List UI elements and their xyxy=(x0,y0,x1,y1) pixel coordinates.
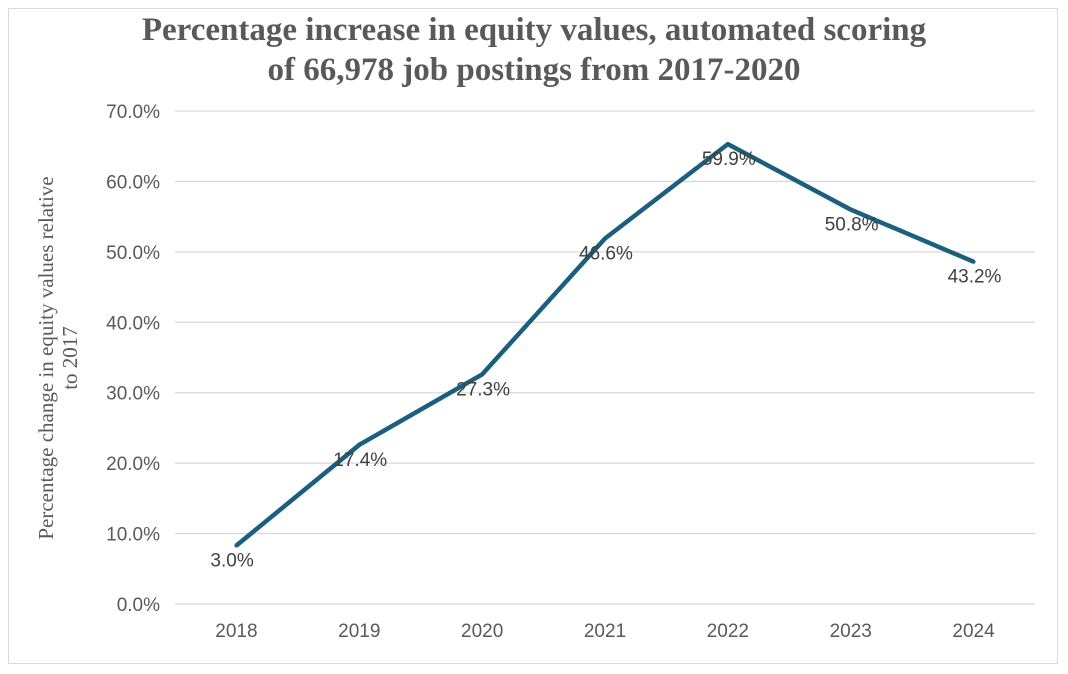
chart-title: Percentage increase in equity values, au… xyxy=(0,10,1068,90)
data-point xyxy=(480,372,485,377)
series-line xyxy=(235,141,975,548)
chart-title-line-2: of 66,978 job postings from 2017-2020 xyxy=(267,52,801,88)
data-point xyxy=(603,236,607,241)
x-tick-label: 2023 xyxy=(830,621,872,642)
x-tick-label: 2019 xyxy=(338,621,380,642)
y-tick-label: 40.0% xyxy=(106,313,160,334)
data-label: 50.8% xyxy=(825,215,879,236)
data-label: 59.9% xyxy=(702,149,756,170)
y-tick-labels: 0.0% 10.0% 20.0% 30.0% 40.0% 50.0% 60.0% 70.0% xyxy=(106,102,160,616)
data-label: 17.4% xyxy=(333,450,387,471)
x-tick-label: 2024 xyxy=(952,621,995,642)
x-tick-label: 2021 xyxy=(584,621,626,642)
x-tick-label: 2022 xyxy=(707,621,749,642)
y-tick-label: 10.0% xyxy=(106,525,160,546)
chart-frame xyxy=(8,8,1058,664)
y-tick-label: 50.0% xyxy=(106,243,160,264)
data-labels: 3.0% 17.4% 27.3% 46.6% 59.9% 50.8% 43.2% xyxy=(210,149,1001,571)
data-point xyxy=(357,442,362,447)
data-label: 43.2% xyxy=(948,267,1002,288)
data-label: 46.6% xyxy=(579,243,633,264)
data-label: 27.3% xyxy=(456,379,510,400)
y-tick-label: 0.0% xyxy=(117,595,160,616)
chart-title-line-1: Percentage increase in equity values, au… xyxy=(141,12,927,48)
x-tick-labels: 2018 2019 2020 2021 2022 2023 2024 xyxy=(215,621,995,642)
data-label: 3.0% xyxy=(210,551,253,572)
data-point xyxy=(848,207,853,212)
data-point xyxy=(725,142,730,147)
x-tick-label: 2020 xyxy=(461,621,503,642)
x-tick-label: 2018 xyxy=(215,621,257,642)
data-point xyxy=(234,543,239,548)
gridlines xyxy=(175,110,1035,605)
y-tick-label: 60.0% xyxy=(106,172,160,193)
y-tick-label: 30.0% xyxy=(106,384,160,405)
y-tick-label: 70.0% xyxy=(106,102,160,123)
y-tick-label: 20.0% xyxy=(106,454,160,475)
data-points xyxy=(234,142,976,548)
data-point xyxy=(971,259,976,264)
